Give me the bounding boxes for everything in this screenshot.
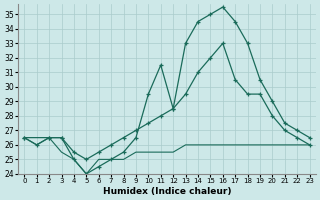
X-axis label: Humidex (Indice chaleur): Humidex (Indice chaleur): [103, 187, 231, 196]
